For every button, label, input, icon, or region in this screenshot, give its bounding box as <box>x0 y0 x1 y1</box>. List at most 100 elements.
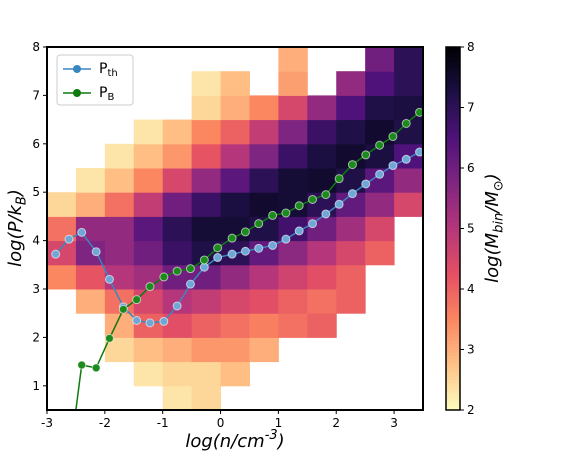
heatmap-cell <box>104 216 135 242</box>
colorbar-segment <box>446 406 460 411</box>
series-marker <box>91 247 101 257</box>
colorbar-segment <box>446 125 460 130</box>
colorbar-segment <box>446 307 460 311</box>
series-marker <box>401 154 411 164</box>
heatmap-cell <box>162 385 193 410</box>
heatmap-cell <box>336 264 366 290</box>
colorbar-segment <box>446 50 460 54</box>
colorbar-segment <box>446 146 460 151</box>
x-tick-label: 2 <box>332 416 340 430</box>
colorbar-segment <box>446 89 460 93</box>
heatmap-cell <box>191 95 222 121</box>
colorbar-segment <box>446 385 460 390</box>
colorbar-segment <box>446 62 460 66</box>
heatmap-cell <box>307 289 337 314</box>
series-marker <box>254 243 264 253</box>
colorbar-segment <box>446 80 460 84</box>
heatmap-cell <box>249 289 279 314</box>
heatmap-cell <box>75 192 106 217</box>
heatmap-cell <box>278 264 308 290</box>
series-marker <box>281 208 291 218</box>
colorbar-segment <box>446 298 460 302</box>
colorbar-segment <box>446 204 460 208</box>
series-marker <box>401 118 411 128</box>
series-marker <box>308 219 318 229</box>
colorbar-segment <box>446 391 460 396</box>
x-tick-label: 0 <box>217 416 225 430</box>
heatmap-cell <box>133 143 164 169</box>
colorbar-segment <box>446 207 460 211</box>
colorbar-tick-label: 6 <box>467 161 475 175</box>
colorbar-segment <box>446 183 460 187</box>
colorbar-segment <box>446 74 460 78</box>
heatmap <box>47 47 423 410</box>
heatmap-cell <box>336 289 366 314</box>
colorbar-segment <box>446 92 460 96</box>
series-marker <box>294 201 304 211</box>
colorbar-segment <box>446 313 460 317</box>
colorbar-segment <box>446 137 460 142</box>
series-marker <box>240 246 250 256</box>
colorbar-segment <box>446 349 460 354</box>
y-axis-label: log(P/kB​) <box>5 189 29 267</box>
heatmap-cell <box>307 264 337 290</box>
x-axis-label: log(n/cm-3​) <box>185 427 284 452</box>
series-marker <box>294 226 304 236</box>
colorbar-segment <box>446 276 460 281</box>
colorbar-segment <box>446 143 460 148</box>
series-marker <box>227 249 237 259</box>
y-tick-label: 6 <box>32 136 40 150</box>
series-marker <box>254 219 264 229</box>
colorbar-segment <box>446 285 460 290</box>
heatmap-cell <box>220 95 250 121</box>
heatmap-cell <box>191 313 222 338</box>
series-marker <box>240 227 250 237</box>
colorbar-segment <box>446 373 460 378</box>
heatmap-cell <box>278 168 308 193</box>
heatmap-cell <box>133 240 164 266</box>
series-marker <box>132 295 142 305</box>
colorbar-tick-label: 8 <box>467 40 475 54</box>
heatmap-cell <box>278 71 308 96</box>
colorbar-segment <box>446 322 460 326</box>
colorbar-tick-label: 4 <box>467 282 475 296</box>
series-marker <box>77 227 87 237</box>
colorbar-segment <box>446 128 460 133</box>
colorbar-tick-label: 7 <box>467 100 475 114</box>
colorbar-segment <box>446 168 460 172</box>
heatmap-cell <box>220 313 250 338</box>
heatmap-cell <box>191 216 222 242</box>
colorbar-segment <box>446 116 460 121</box>
heatmap-cell <box>278 143 308 169</box>
heatmap-cell <box>220 289 250 314</box>
series-marker <box>132 315 142 325</box>
colorbar-segment <box>446 289 460 293</box>
series-marker <box>104 333 114 343</box>
heatmap-cell <box>278 289 308 314</box>
colorbar-segment <box>446 337 460 341</box>
series-marker <box>347 189 357 199</box>
series-marker <box>375 140 385 150</box>
y-tick-label: 4 <box>32 233 40 247</box>
colorbar-segment <box>446 367 460 372</box>
series-marker <box>227 233 237 243</box>
series-layer <box>51 107 423 410</box>
colorbar-segment <box>446 107 460 112</box>
colorbar-segment <box>446 171 460 175</box>
colorbar-segment <box>446 95 460 99</box>
heatmap-cell <box>365 119 395 145</box>
heatmap-cell <box>249 119 279 145</box>
series-line <box>55 151 420 324</box>
colorbar-segment <box>446 189 460 193</box>
heatmap-cell <box>162 192 193 217</box>
heatmap-cell <box>162 240 193 266</box>
series-marker <box>185 279 195 289</box>
colorbar-segment <box>446 149 460 154</box>
colorbar-segment <box>446 177 460 181</box>
heatmap-cell <box>307 119 337 145</box>
x-tick-label: -1 <box>157 416 169 430</box>
legend-marker <box>73 65 81 73</box>
heatmap-cell <box>220 361 250 387</box>
y-tick-label: 8 <box>32 40 40 54</box>
colorbar-segment <box>446 397 460 402</box>
